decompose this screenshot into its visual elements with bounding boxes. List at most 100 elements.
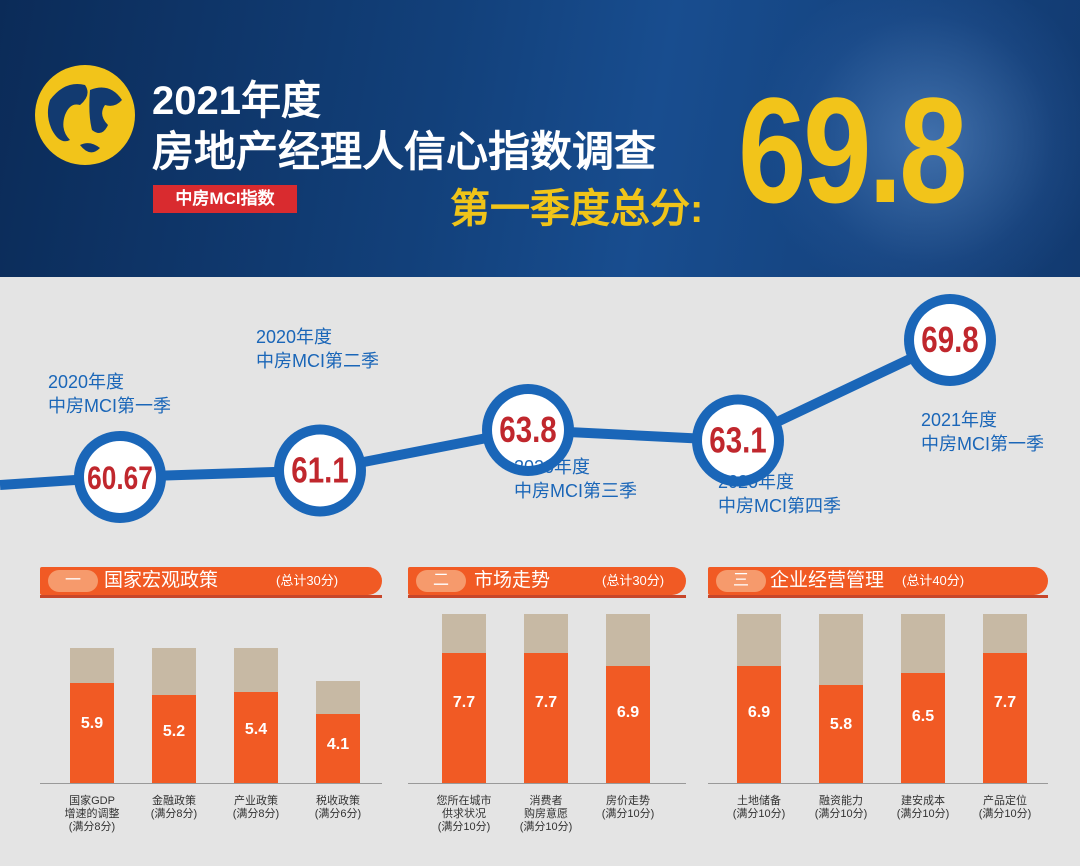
- panel-header: 三企业经营管理 (总计40分): [708, 567, 1048, 598]
- bar-category-label: 消费者 购房意愿 (满分10分): [501, 795, 591, 834]
- bar-category-line: (满分10分): [814, 808, 868, 820]
- bar-category-line: (满分8分): [68, 821, 116, 833]
- bar: 7.7: [524, 613, 568, 783]
- trend-point-label-line: 2020年度: [48, 372, 125, 392]
- bar-category-line: (满分10分): [732, 808, 786, 820]
- trend-point-label-line: 中房MCI第一季: [48, 396, 171, 416]
- bar-category-label: 产品定位 (满分10分): [960, 795, 1050, 821]
- bar-category-line: 房价走势: [606, 795, 650, 807]
- panel-total: (总计40分): [902, 573, 965, 588]
- title-year: 2021年度: [152, 79, 321, 123]
- bar-value-label: 6.5: [911, 708, 935, 726]
- trend-point-label: 2020年度中房MCI第四季: [718, 470, 841, 518]
- bar-value: [152, 694, 196, 783]
- bar-category-line: (满分6分): [314, 808, 362, 820]
- trend-point-label-line: 中房MCI第三季: [514, 481, 637, 501]
- bar-category-line: (满分10分): [896, 808, 950, 820]
- panel-number: 三: [716, 570, 766, 592]
- header-banner: 2021年度 房地产经理人信心指数调查 中房MCI指数 第一季度总分: 69.8: [0, 0, 1080, 277]
- trend-point-value: 61.1: [291, 450, 348, 490]
- bar: 6.9: [737, 613, 781, 783]
- bar-value: [737, 666, 781, 783]
- bar-category-line: (满分10分): [601, 808, 655, 820]
- bar-value-label: 7.7: [534, 694, 558, 712]
- bar-category-label: 土地储备 (满分10分): [714, 795, 804, 821]
- panel-number: 二: [416, 570, 466, 592]
- bar-category-line: 产业政策: [234, 795, 278, 807]
- bar-baseline: [408, 783, 686, 784]
- trend-point-value: 60.67: [87, 462, 153, 497]
- bar-value-label: 6.9: [616, 703, 640, 721]
- bar-category-label: 您所在城市 供求状况 (满分10分): [419, 795, 509, 834]
- panel-header: 一国家宏观政策 (总计30分): [40, 567, 382, 598]
- bar-category-line: 税收政策: [316, 795, 360, 807]
- bar-category-label: 房价走势 (满分10分): [583, 795, 673, 821]
- trend-point-label: 2021年度 中房MCI第一季: [921, 408, 1044, 456]
- bar-value-label: 5.4: [244, 720, 268, 738]
- mci-tag: 中房MCI指数: [153, 185, 297, 213]
- bar: 6.5: [901, 613, 945, 783]
- bar-category-line: 购房意愿: [524, 808, 568, 820]
- bar-category-label: 税收政策 (满分6分): [293, 795, 383, 821]
- trend-point-label-line: 2021年度: [921, 410, 998, 430]
- bar: 5.2: [152, 647, 196, 783]
- trend-point: [84, 440, 156, 513]
- bar-category-line: 建安成本: [901, 795, 945, 807]
- bar-category-label: 金融政策 (满分8分): [129, 795, 219, 821]
- bar-category-line: 供求状况: [442, 808, 486, 820]
- bar-category-line: (满分10分): [978, 808, 1032, 820]
- bar-category-label: 产业政策 (满分8分): [211, 795, 301, 821]
- bar: 5.9: [70, 647, 114, 783]
- bar-value: [606, 666, 650, 783]
- panel-title: 国家宏观政策: [104, 570, 219, 591]
- trend-point-value: 63.8: [499, 409, 556, 449]
- panel-title: 企业经营管理: [770, 570, 885, 591]
- bar-category-line: (满分10分): [437, 821, 491, 833]
- bar-category-label: 融资能力 (满分10分): [796, 795, 886, 821]
- bar: 7.7: [983, 613, 1027, 783]
- trend-point-label-line: 2020年度: [514, 457, 591, 477]
- bar-value: [819, 684, 863, 783]
- bar-category-line: 消费者: [529, 795, 563, 807]
- trend-point-label-line: 2020年度: [718, 472, 795, 492]
- bar-category-line: (满分8分): [232, 808, 280, 820]
- panel-number: 一: [48, 570, 98, 592]
- bar-value: [442, 652, 486, 783]
- panel-header: 二市场走势 (总计30分): [408, 567, 686, 598]
- bar-value-label: 7.7: [993, 694, 1017, 712]
- bar: 5.4: [234, 647, 278, 783]
- globe-icon: [35, 65, 135, 165]
- trend-point-value: 69.8: [921, 319, 978, 359]
- trend-point-label-line: 中房MCI第四季: [718, 496, 841, 516]
- bar-category-line: 融资能力: [819, 795, 863, 807]
- world-map-glow: [740, 0, 1080, 277]
- bar-category-line: 增速的调整: [64, 808, 120, 820]
- trend-point: [914, 304, 986, 376]
- trend-point: [284, 434, 356, 507]
- bar-category-line: 您所在城市: [436, 795, 492, 807]
- bar-value: [524, 652, 568, 783]
- bar-value: [901, 672, 945, 783]
- trend-point-value: 63.1: [709, 420, 766, 460]
- bar-category-line: 国家GDP: [69, 795, 115, 807]
- bar-category-line: (满分10分): [519, 821, 573, 833]
- total-score: 69.8: [738, 66, 968, 234]
- panel-total: (总计30分): [602, 573, 665, 588]
- bar-category-line: 金融政策: [152, 795, 196, 807]
- quarter-label: 第一季度总分:: [450, 187, 704, 231]
- trend-point: [702, 404, 774, 477]
- bar-value-label: 5.2: [162, 723, 186, 741]
- bar-value-label: 6.9: [747, 703, 771, 721]
- title-survey: 房地产经理人信心指数调查: [152, 128, 657, 175]
- bar-category-line: 产品定位: [983, 795, 1027, 807]
- bar: 4.1: [316, 681, 360, 783]
- panel-title: 市场走势: [474, 570, 551, 591]
- bar-category-label: 建安成本 (满分10分): [878, 795, 968, 821]
- trend-point-label: 2020年度 中房MCI第二季: [256, 325, 379, 373]
- bar-baseline: [40, 783, 382, 784]
- bar-category-line: 土地储备: [737, 795, 781, 807]
- bar-value: [983, 652, 1027, 783]
- bar: 7.7: [442, 613, 486, 783]
- trend-point: [492, 394, 564, 466]
- bar-value: [234, 691, 278, 783]
